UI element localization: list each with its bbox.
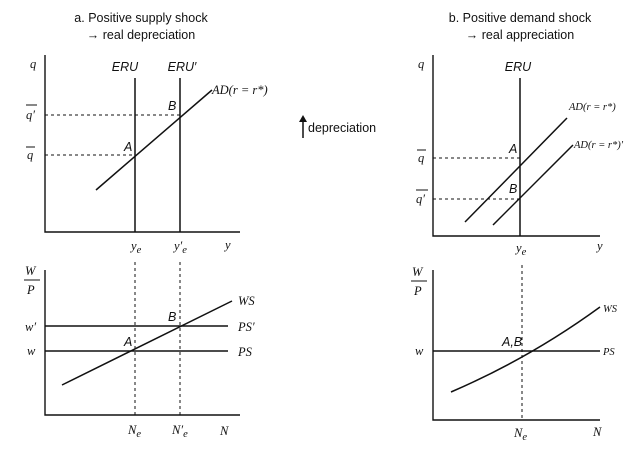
panel-b-top-point-b: B [509,182,517,196]
panel-b-bottom-graph: W P N WS PS w A,B Ne [411,265,618,443]
panel-b-title: b. Positive demand shock [449,11,592,25]
panel-b-q-bar-label: q [418,151,424,165]
panel-b-ye-label: ye [514,241,527,258]
panel-a-top-graph: q y ERU ERU′ AD(r = r*) q′ q A B ye y′e [26,55,268,256]
panel-a-ne-label: Ne [127,423,141,440]
panel-a-w-prime-label: w′ [25,320,36,334]
panel-b-top-y-axis-label: q [418,57,424,71]
panel-a-w-label: w [27,344,36,358]
panel-b-w-label: w [415,344,424,358]
panel-a-ad-curve [95,89,213,191]
panel-a: a. Positive supply shock → real deprecia… [24,11,268,440]
panel-b-bottom-point-ab: A,B [501,335,522,349]
panel-b-eru-label: ERU [505,60,532,74]
panel-a-subtitle: → real depreciation [87,28,195,42]
panel-a-ne-prime-label: N′e [171,423,188,440]
panel-a-ws-label: WS [238,294,255,308]
panel-b-ne-label: Ne [513,426,527,443]
up-arrowhead-icon [299,115,307,122]
panel-a-q-bar-label: q [27,148,33,162]
panel-a-q-bar-prime-label: q′ [26,108,35,122]
panel-b-ws-label: WS [603,304,618,315]
panel-a-eru-prime-label: ERU′ [168,60,197,74]
panel-b-bottom-axes [432,270,600,421]
panel-a-ye-prime-label: y′e [172,239,187,256]
panel-b-q-bar-prime-label: q′ [416,192,425,206]
panel-b-ad1-label: AD(r = r*) [568,102,616,113]
panel-a-ws-curve [61,300,233,386]
panel-a-ps-label: PS [237,345,253,359]
panel-b-ad1-curve [464,117,568,223]
panel-b-top-point-a: A [508,142,517,156]
depreciation-label: depreciation [308,121,376,135]
panel-b-subtitle: → real appreciation [466,28,574,42]
panel-a-bottom-graph: W P N WS PS′ PS w′ w A B Ne N′e [24,264,255,440]
panel-a-top-y-axis-label: q [30,57,36,71]
panel-b-ad2-label: AD(r = r*)′ [573,140,624,151]
panel-a-ps-prime-label: PS′ [237,320,255,334]
panel-a-bottom-point-b: B [168,310,176,324]
panel-a-top-axes [44,55,240,233]
panel-a-ad-label: AD(r = r*) [211,83,268,97]
panel-b-ws-curve [450,306,601,393]
panel-a-bottom-point-a: A [123,335,132,349]
panel-a-eru-label: ERU [112,60,139,74]
panel-a-bottom-x-axis-label: N [219,424,229,438]
panel-a-title: a. Positive supply shock [74,11,208,25]
panel-b-bottom-y-axis-num: W [412,265,424,279]
panel-a-ye-label: ye [129,239,142,256]
panel-b-ps-label: PS [602,347,615,358]
panel-a-top-point-a: A [123,140,132,154]
panel-a-top-point-b: B [168,99,176,113]
panel-b-bottom-x-axis-label: N [592,425,602,439]
panel-a-bottom-axes [44,270,240,416]
panel-b: b. Positive demand shock → real apprecia… [411,11,624,443]
panel-b-top-x-axis-label: y [595,239,603,253]
panel-b-top-graph: q y ERU AD(r = r*) AD(r = r*)′ q q′ A B … [416,55,624,258]
panel-a-top-x-axis-label: y [223,238,231,252]
panel-a-bottom-y-axis-den: P [26,283,35,297]
panel-b-bottom-y-axis-den: P [413,284,422,298]
depreciation-indicator: depreciation [299,115,376,138]
panel-a-bottom-y-axis-num: W [25,264,37,278]
panel-b-top-axes [432,55,600,237]
panel-b-ad2-curve [492,144,574,226]
